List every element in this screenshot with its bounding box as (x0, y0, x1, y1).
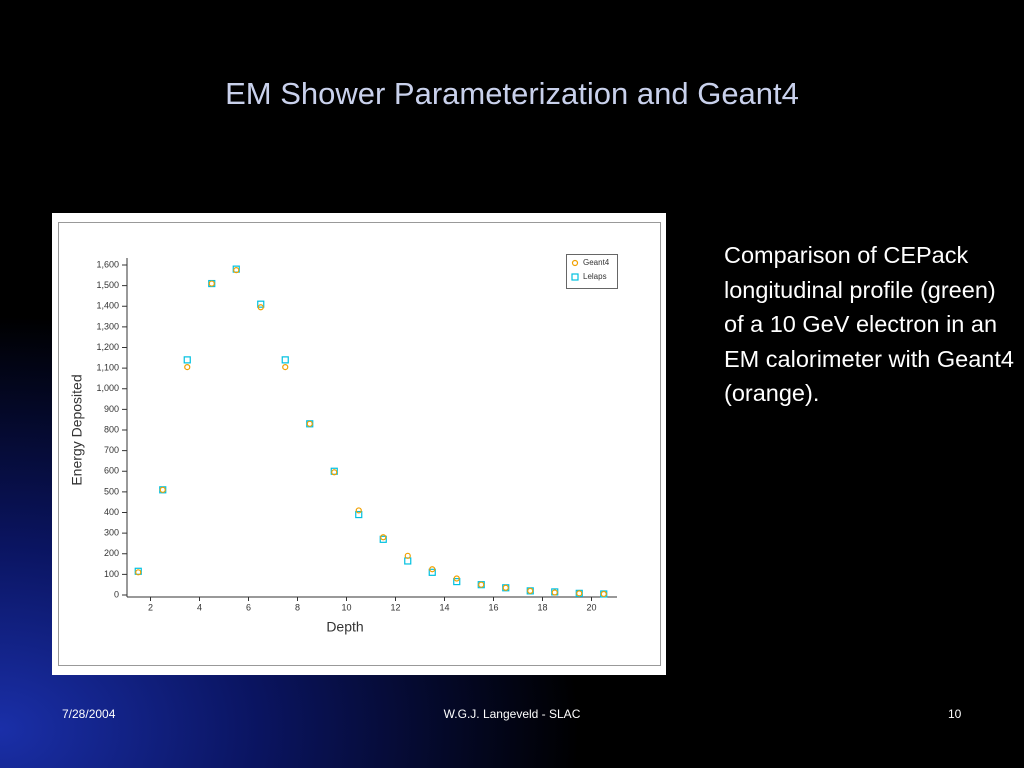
marker (453, 577, 461, 586)
marker (159, 486, 166, 493)
marker (282, 363, 289, 371)
marker (257, 300, 265, 308)
x-tick-label: 2 (148, 602, 153, 612)
y-tick-label: 400 (104, 507, 119, 517)
marker (429, 566, 436, 573)
y-tick-label: 600 (104, 466, 119, 476)
x-tick-label: 10 (341, 602, 351, 612)
marker (355, 507, 362, 514)
y-tick-label: 700 (104, 445, 119, 455)
y-tick-label: 300 (104, 528, 119, 538)
marker (502, 584, 509, 591)
x-tick-label: 8 (295, 602, 300, 612)
chart-frame (58, 222, 661, 666)
marker (576, 590, 583, 597)
marker (331, 469, 338, 476)
marker (527, 587, 534, 594)
footer-date: 7/28/2004 (62, 707, 116, 721)
y-tick-label: 1,500 (96, 280, 119, 290)
x-tick-label: 12 (390, 602, 400, 612)
y-tick-label: 1,100 (96, 363, 119, 373)
x-tick-label: 18 (537, 602, 547, 612)
y-tick-label: 1,400 (96, 301, 119, 311)
footer-page: 10 (948, 707, 962, 721)
marker (428, 568, 436, 576)
marker (404, 552, 411, 559)
marker (551, 589, 558, 596)
x-axis-label: Depth (326, 619, 363, 635)
y-tick-label: 200 (104, 548, 119, 558)
marker (257, 304, 264, 311)
legend-marker (571, 273, 579, 281)
y-tick-label: 1,600 (96, 259, 119, 269)
legend-marker (571, 259, 579, 267)
y-axis-label: Energy Deposited (69, 374, 85, 485)
marker (233, 267, 240, 274)
slide-title: EM Shower Parameterization and Geant4 (225, 76, 799, 111)
y-tick-label: 0 (114, 589, 119, 599)
y-tick-label: 1,200 (96, 342, 119, 352)
marker (306, 420, 313, 427)
y-tick-label: 500 (104, 486, 119, 496)
x-tick-label: 20 (586, 602, 596, 612)
footer-author: W.G.J. Langeveld - SLAC (443, 707, 581, 721)
marker (355, 510, 363, 519)
x-tick-label: 14 (439, 602, 449, 612)
y-tick-label: 100 (104, 569, 119, 579)
legend-label: Geant4 (583, 258, 610, 267)
marker (380, 534, 387, 541)
y-tick-label: 900 (104, 404, 119, 414)
marker (183, 356, 191, 364)
chart-background (52, 213, 666, 675)
legend (566, 254, 618, 289)
y-tick-label: 1,300 (96, 321, 119, 331)
x-tick-label: 6 (246, 602, 251, 612)
marker (281, 356, 289, 364)
marker (478, 581, 485, 588)
slide-body: Comparison of CEPack longitudinal profil… (724, 242, 1014, 406)
chart: Depth Energy Deposited 0 100 200 300 400 500 6… (52, 213, 666, 675)
x-tick-label: 4 (197, 602, 202, 612)
marker (453, 575, 460, 582)
marker (184, 363, 191, 371)
marker (208, 280, 215, 287)
legend-label: Lelaps (583, 272, 607, 281)
marker (600, 590, 607, 598)
marker (379, 535, 387, 543)
y-tick-label: 1,000 (96, 383, 119, 393)
x-tick-label: 16 (488, 602, 498, 612)
marker (135, 569, 142, 576)
y-tick-label: 800 (104, 424, 119, 434)
